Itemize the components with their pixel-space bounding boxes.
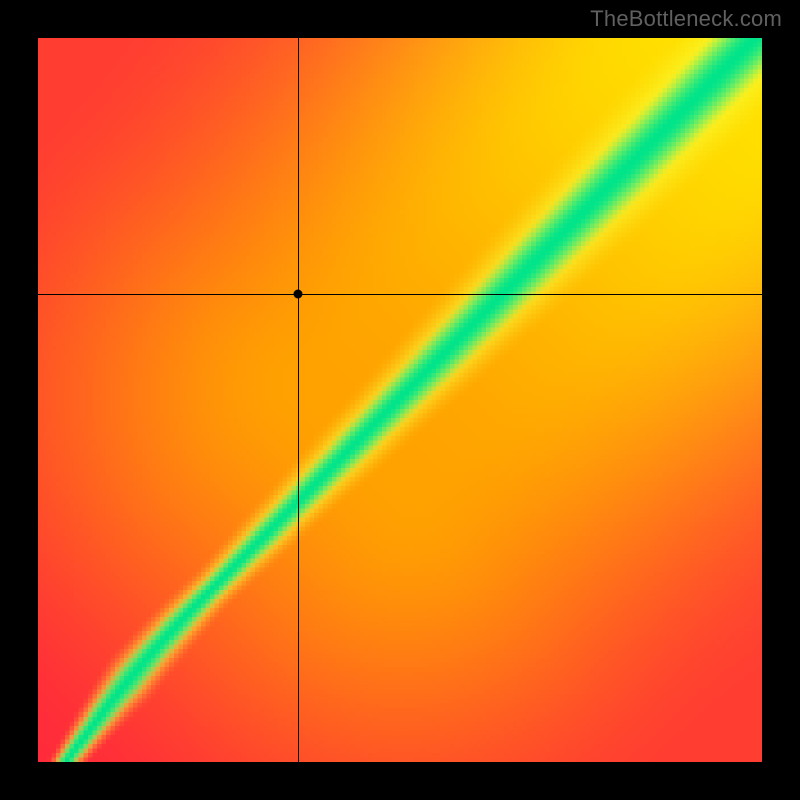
watermark-text: TheBottleneck.com	[590, 6, 782, 32]
chart-frame: TheBottleneck.com	[0, 0, 800, 800]
crosshair-point	[293, 289, 302, 298]
crosshair-vertical	[298, 38, 299, 762]
crosshair-horizontal	[38, 294, 762, 295]
plot-area	[38, 38, 762, 762]
heatmap-canvas	[38, 38, 762, 762]
